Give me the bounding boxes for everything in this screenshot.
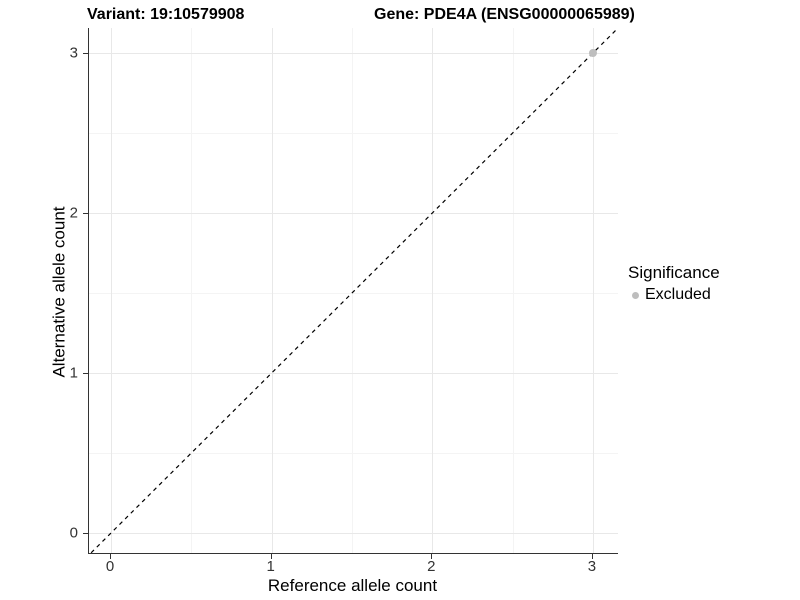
plot-panel xyxy=(88,28,618,554)
x-tick-label: 0 xyxy=(105,558,115,575)
y-tick-label: 2 xyxy=(69,204,78,222)
minor-gridline-v xyxy=(512,28,514,553)
x-axis-title: Reference allele count xyxy=(267,576,438,595)
y-axis-tick xyxy=(83,213,88,214)
legend-entry-label: Excluded xyxy=(645,286,711,303)
major-gridline-v xyxy=(432,28,434,553)
x-tick-label: 2 xyxy=(427,558,436,575)
major-gridline-h xyxy=(89,373,618,374)
legend-point-icon xyxy=(632,291,639,299)
data-point-excluded xyxy=(588,49,597,57)
legend-entry-excluded: Excluded xyxy=(628,286,796,304)
data-layer xyxy=(90,28,618,553)
x-tick-label: 1 xyxy=(266,558,275,575)
legend-title: Significance xyxy=(628,263,720,282)
plot-title-variant: Variant: 19:10579908 xyxy=(87,6,245,23)
x-axis-tick xyxy=(270,554,272,559)
major-gridline-v xyxy=(592,28,594,553)
minor-gridline-h xyxy=(89,293,618,294)
x-tick-label: 3 xyxy=(587,558,597,575)
major-gridline-h xyxy=(89,53,618,54)
y-tick-label: 3 xyxy=(69,44,78,62)
major-gridline-v xyxy=(111,28,112,553)
minor-gridline-v xyxy=(191,28,193,553)
minor-gridline-v xyxy=(351,28,353,553)
minor-gridline-h xyxy=(89,133,618,134)
major-gridline-h xyxy=(89,213,618,214)
minor-gridline-h xyxy=(89,453,618,454)
identity-reference-line xyxy=(90,28,618,553)
x-axis-tick xyxy=(110,554,111,559)
major-gridline-h xyxy=(89,533,618,534)
x-axis-tick xyxy=(431,554,433,559)
plot-title-gene: Gene: PDE4A (ENSG00000065989) xyxy=(374,6,635,23)
x-axis-tick xyxy=(591,554,593,559)
legend: Significance Excluded xyxy=(628,263,796,304)
y-axis-tick xyxy=(83,373,88,374)
y-tick-label: 0 xyxy=(69,524,78,542)
y-axis-tick xyxy=(83,533,88,534)
y-axis-title: Alternative allele count xyxy=(49,206,69,378)
y-axis-tick xyxy=(83,53,88,54)
major-gridline-v xyxy=(271,28,273,553)
y-tick-label: 1 xyxy=(69,364,78,382)
